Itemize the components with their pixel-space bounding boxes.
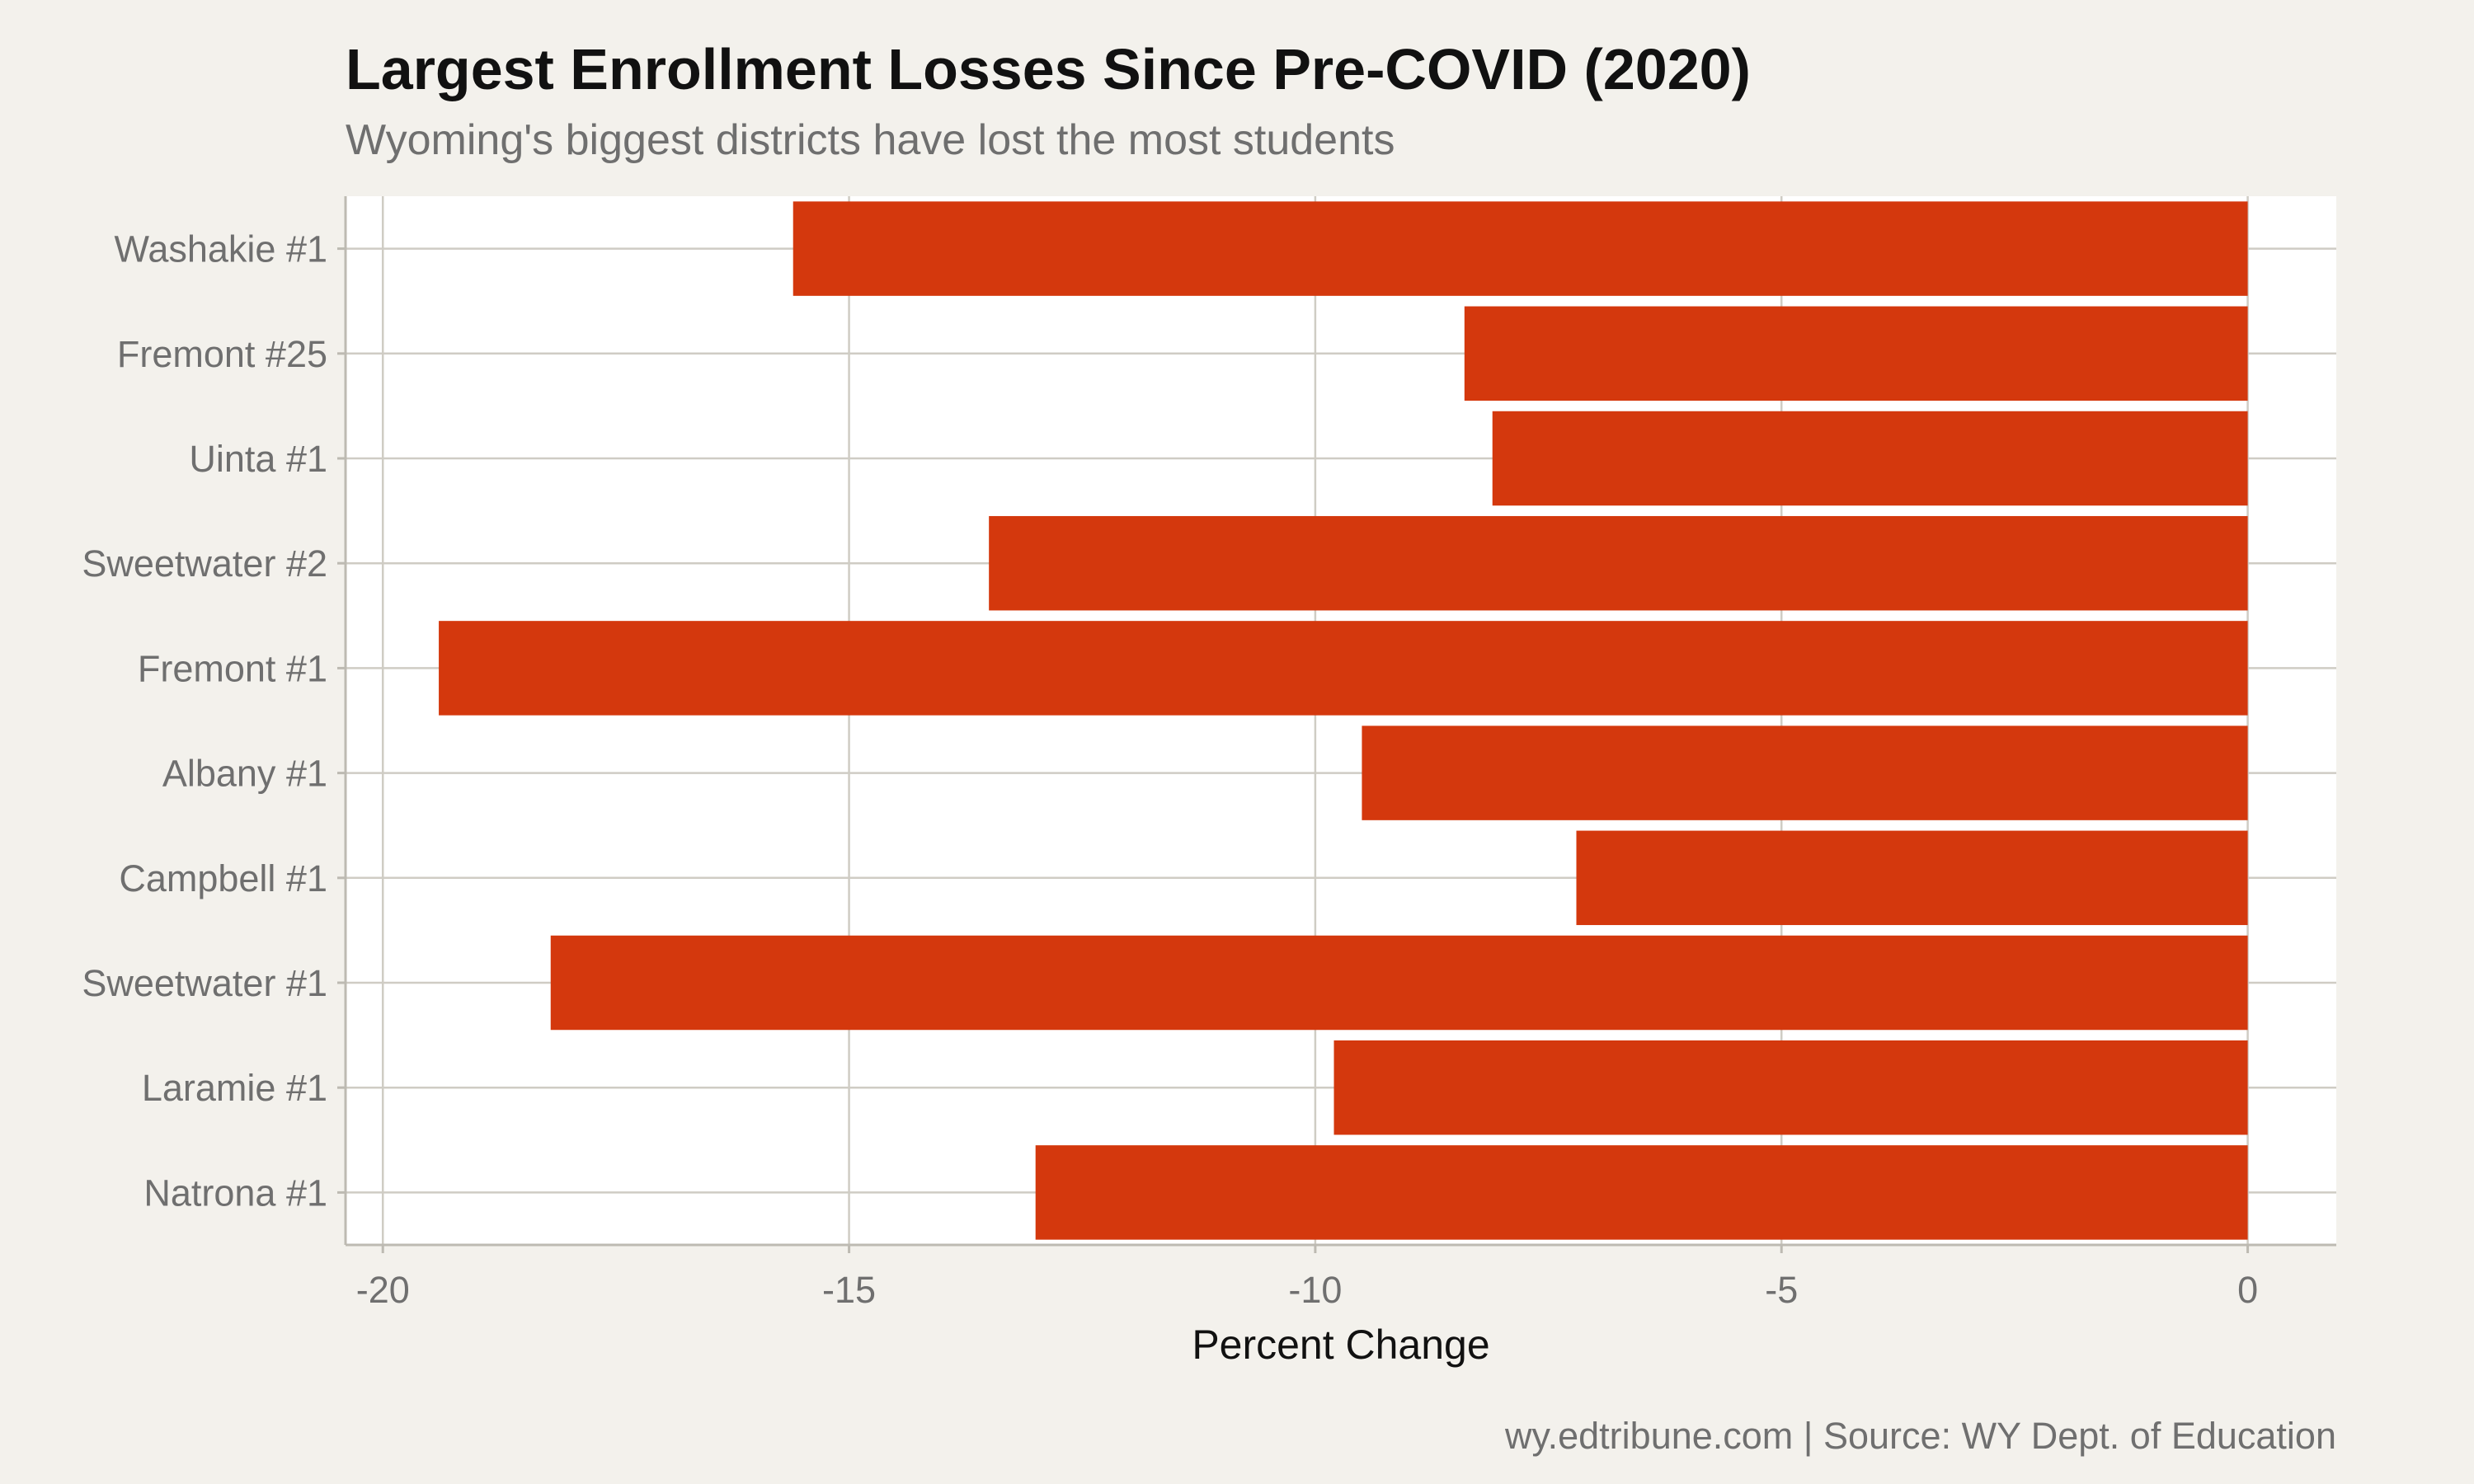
y-tick-label: Laramie #1 — [142, 1067, 327, 1109]
x-tick-label: 0 — [2237, 1269, 2258, 1311]
bar — [550, 935, 2248, 1031]
y-tick-label: Natrona #1 — [143, 1172, 327, 1214]
bar — [1035, 1145, 2248, 1240]
y-tick-label: Fremont #25 — [117, 333, 327, 375]
chart-title: Largest Enrollment Losses Since Pre-COVI… — [346, 37, 1751, 101]
x-tick-label: -15 — [822, 1269, 876, 1311]
y-tick-label: Sweetwater #2 — [82, 542, 327, 585]
bar — [439, 621, 2248, 716]
bar — [1333, 1040, 2248, 1135]
y-tick-label: Washakie #1 — [115, 228, 327, 270]
x-axis-title: Percent Change — [1192, 1322, 1489, 1368]
y-tick-label: Fremont #1 — [138, 647, 327, 689]
bar — [1576, 830, 2248, 926]
y-tick-label: Sweetwater #1 — [82, 962, 327, 1004]
bar — [793, 201, 2248, 296]
bar — [989, 515, 2248, 611]
y-tick-label: Campbell #1 — [119, 857, 327, 899]
chart-subtitle: Wyoming's biggest districts have lost th… — [346, 116, 1395, 164]
bars — [439, 201, 2248, 1240]
y-tick-label: Albany #1 — [162, 753, 327, 795]
y-tick-label: Uinta #1 — [189, 438, 327, 480]
chart-caption: wy.edtribune.com | Source: WY Dept. of E… — [1504, 1415, 2336, 1457]
axes: Washakie #1 Fremont #25 Uinta #1 Sweetwater… — [82, 196, 2336, 1311]
bar — [1362, 726, 2248, 820]
x-tick-label: -10 — [1288, 1269, 1342, 1311]
bar — [1464, 306, 2248, 402]
x-tick-label: -5 — [1765, 1269, 1798, 1311]
x-tick-label: -20 — [356, 1269, 410, 1311]
bar — [1492, 411, 2248, 506]
